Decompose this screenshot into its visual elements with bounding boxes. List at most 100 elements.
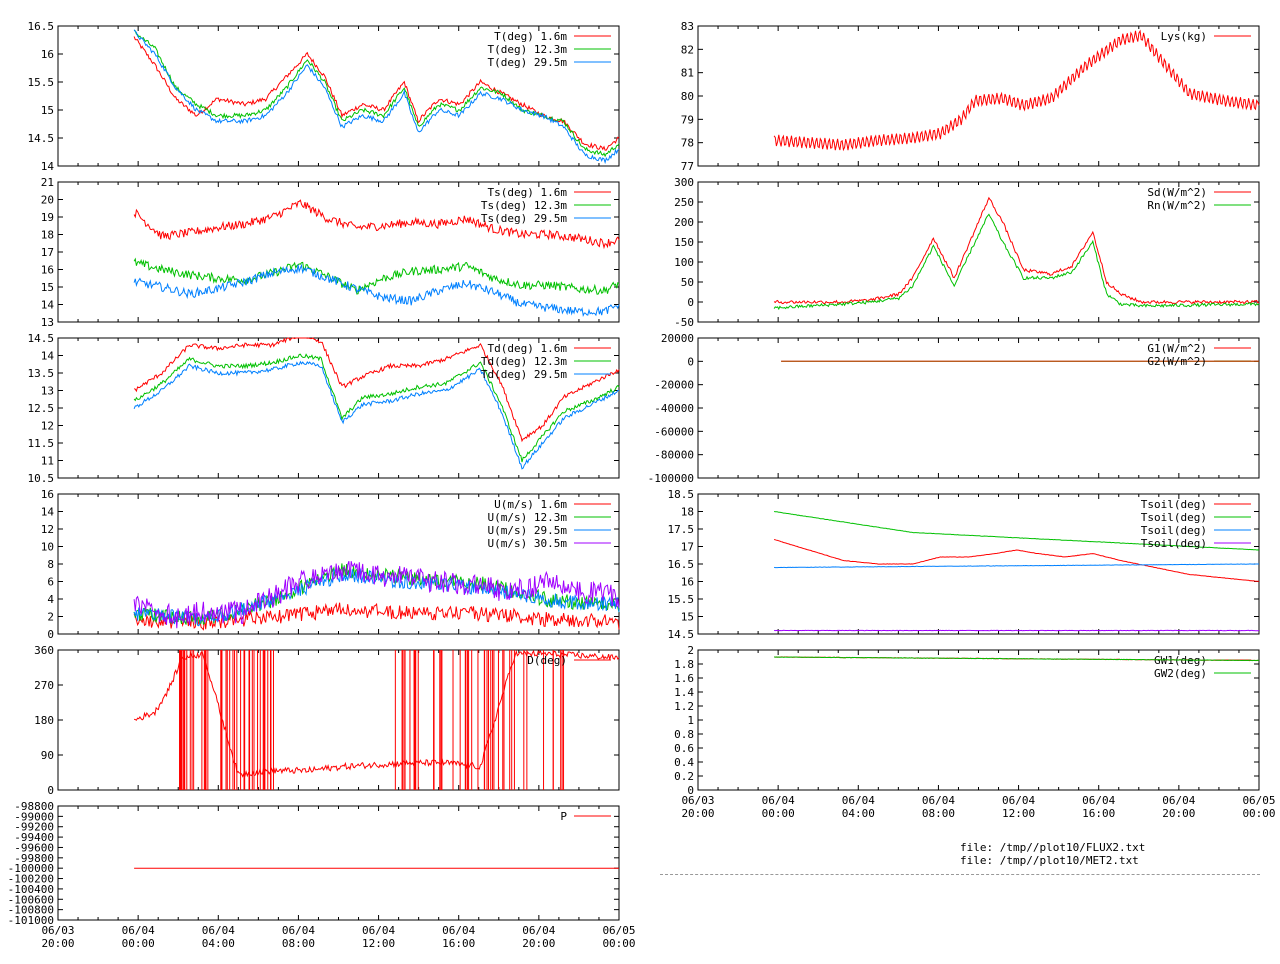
y-tick-label: 0.2 [674,770,694,783]
y-tick-label: 15.5 [28,76,55,89]
x-tick-label-date: 06/04 [362,924,395,937]
y-tick-label: 2 [47,611,54,624]
y-tick-label: 17 [681,541,694,554]
y-tick-label: 0.4 [674,756,694,769]
x-tick-label-date: 06/05 [602,924,635,937]
y-tick-label: 250 [674,196,694,209]
x-tick-label-date: 06/03 [681,794,714,807]
x-tick-label-date: 06/04 [442,924,475,937]
y-tick-label: 11.5 [28,437,55,450]
series-line-Rad-0 [774,198,1259,304]
y-tick-label: -20000 [654,379,694,392]
y-tick-label: 2 [687,644,694,657]
legend-label: Tsoil(deg) [1141,537,1207,550]
x-tick-label-date: 06/04 [282,924,315,937]
series-line-Ts-1 [134,259,619,294]
y-tick-label: 0.8 [674,728,694,741]
x-tick-label-time: 00:00 [122,937,155,950]
x-tick-label-date: 06/03 [41,924,74,937]
legend-label: Rn(W/m^2) [1147,199,1207,212]
series-line-Ts-2 [134,265,619,316]
y-tick-label: 14.5 [28,332,55,345]
y-tick-label: 15 [681,611,694,624]
legend-label: D(deg) [527,654,567,667]
y-tick-label: -50 [674,316,694,329]
y-tick-label: 12 [41,420,54,433]
legend-label: Ts(deg) 1.6m [488,186,568,199]
legend-label: Sd(W/m^2) [1147,186,1207,199]
y-tick-label: 81 [681,67,694,80]
y-tick-label: 50 [681,276,694,289]
y-tick-label: 10.5 [28,472,55,485]
y-tick-label: 15 [41,281,54,294]
legend-label: U(m/s) 29.5m [488,524,568,537]
x-tick-label-time: 04:00 [842,807,875,820]
y-tick-label: 0 [47,784,54,797]
y-tick-label: 14 [41,299,55,312]
y-tick-label: 16 [41,48,54,61]
series-line-D-0 [134,651,619,776]
x-tick-label-time: 08:00 [922,807,955,820]
x-tick-label-time: 00:00 [602,937,635,950]
y-tick-label: 19 [41,211,54,224]
y-tick-label: 10 [41,541,54,554]
x-tick-label-time: 20:00 [41,937,74,950]
y-tick-label: 300 [674,176,694,189]
y-tick-label: 0 [687,296,694,309]
y-tick-label: 1 [687,714,694,727]
x-tick-label-time: 00:00 [762,807,795,820]
legend-label: Td(deg) 12.3m [481,355,567,368]
x-tick-label-time: 20:00 [681,807,714,820]
y-tick-label: 1.6 [674,672,694,685]
y-tick-label: 14 [41,160,55,173]
y-tick-label: 80 [681,90,694,103]
plot-frame-P [58,806,619,920]
legend-label: Td(deg) 1.6m [488,342,568,355]
legend-label: T(deg) 12.3m [488,43,568,56]
y-tick-label: 150 [674,236,694,249]
y-tick-label: -60000 [654,425,694,438]
x-tick-label-date: 06/04 [1162,794,1195,807]
y-tick-label: 82 [681,43,694,56]
y-tick-label: 79 [681,113,694,126]
series-line-Lys-0 [774,31,1259,150]
y-tick-label: 270 [34,679,54,692]
x-tick-label-time: 16:00 [442,937,475,950]
legend-label: T(deg) 29.5m [488,56,568,69]
legend-label: Td(deg) 29.5m [481,368,567,381]
y-tick-label: 200 [674,216,694,229]
y-tick-label: 13.5 [28,367,55,380]
legend-label: T(deg) 1.6m [494,30,567,43]
y-tick-label: 100 [674,256,694,269]
y-tick-label: 18.5 [668,488,695,501]
legend-label: U(m/s) 1.6m [494,498,567,511]
y-tick-label: 12.5 [28,402,55,415]
x-tick-label-date: 06/04 [522,924,555,937]
y-tick-label: 8 [47,558,54,571]
y-tick-label: 15.5 [668,593,695,606]
y-tick-label: -98800 [14,800,54,813]
divider-line [660,874,1260,875]
x-tick-label-time: 12:00 [362,937,395,950]
series-line-Tsoil-2 [774,564,1259,568]
legend-label: Ts(deg) 12.3m [481,199,567,212]
y-tick-label: 13 [41,316,54,329]
file-label-met: file: /tmp//plot10/MET2.txt [960,854,1145,867]
y-tick-label: 16 [41,264,54,277]
legend-label: Lys(kg) [1161,30,1207,43]
x-tick-label-time: 16:00 [1082,807,1115,820]
y-tick-label: 14 [41,506,55,519]
legend-label: Tsoil(deg) [1141,511,1207,524]
y-tick-label: 77 [681,160,694,173]
y-tick-label: 13 [41,385,54,398]
y-tick-label: 0 [47,628,54,641]
x-tick-label-time: 00:00 [1242,807,1275,820]
x-tick-label-time: 08:00 [282,937,315,950]
x-tick-label-date: 06/04 [922,794,955,807]
legend-label: U(m/s) 30.5m [488,537,568,550]
y-tick-label: 1.4 [674,686,694,699]
x-tick-label-date: 06/04 [1082,794,1115,807]
x-tick-label-date: 06/04 [1002,794,1035,807]
y-tick-label: 12 [41,523,54,536]
